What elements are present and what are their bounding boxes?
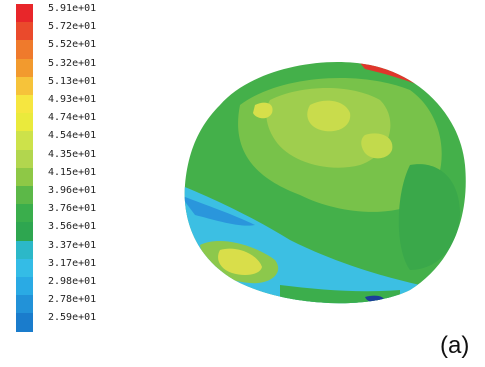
legend-swatch (16, 313, 33, 333)
legend-label: 5.72e+01 (48, 21, 97, 33)
contour-surface (184, 61, 466, 304)
legend-swatch (16, 22, 33, 41)
legend-label: 2.98e+01 (48, 276, 97, 287)
legend-label: 4.15e+01 (48, 166, 97, 178)
legend-swatch (16, 167, 33, 187)
legend-label: 5.52e+01 (48, 39, 97, 51)
legend-swatch (16, 113, 33, 132)
legend-label: 3.17e+01 (48, 257, 97, 269)
contour-plot (160, 45, 480, 315)
legend-swatch (16, 295, 33, 314)
legend-label: 4.93e+01 (48, 94, 97, 105)
legend-label: 2.78e+01 (48, 294, 97, 306)
legend-label: 5.91e+01 (48, 3, 97, 14)
legend-label: 3.76e+01 (48, 203, 97, 215)
figure-caption: (a) (440, 332, 470, 359)
legend-swatch (16, 222, 33, 242)
legend-label: 4.35e+01 (48, 148, 97, 160)
legend-swatch (16, 258, 33, 278)
legend-label: 3.56e+01 (48, 221, 97, 233)
legend-label: 2.59e+01 (48, 312, 97, 324)
legend-swatch (16, 149, 33, 169)
legend-swatch (16, 4, 33, 23)
legend-swatch (16, 40, 33, 60)
legend-label: 4.54e+01 (48, 130, 97, 142)
legend-swatch (16, 58, 33, 78)
legend-swatch (16, 277, 33, 296)
ellipsoid-contour (184, 61, 466, 304)
legend-swatch (16, 95, 33, 114)
legend-swatch (16, 131, 33, 151)
legend-label: 5.13e+01 (48, 75, 97, 87)
legend-label: 3.96e+01 (48, 185, 97, 196)
legend-label: 4.74e+01 (48, 112, 97, 124)
legend-swatch (16, 204, 33, 223)
legend-swatch (16, 76, 33, 96)
legend-swatch (16, 240, 33, 260)
color-legend: 5.91e+01 5.72e+01 5.52e+01 5.32e+01 5.13e+01… (12, 3, 142, 334)
legend-label: 5.32e+01 (48, 57, 97, 69)
legend-swatch (16, 186, 33, 205)
legend-label: 3.37e+01 (48, 239, 97, 251)
